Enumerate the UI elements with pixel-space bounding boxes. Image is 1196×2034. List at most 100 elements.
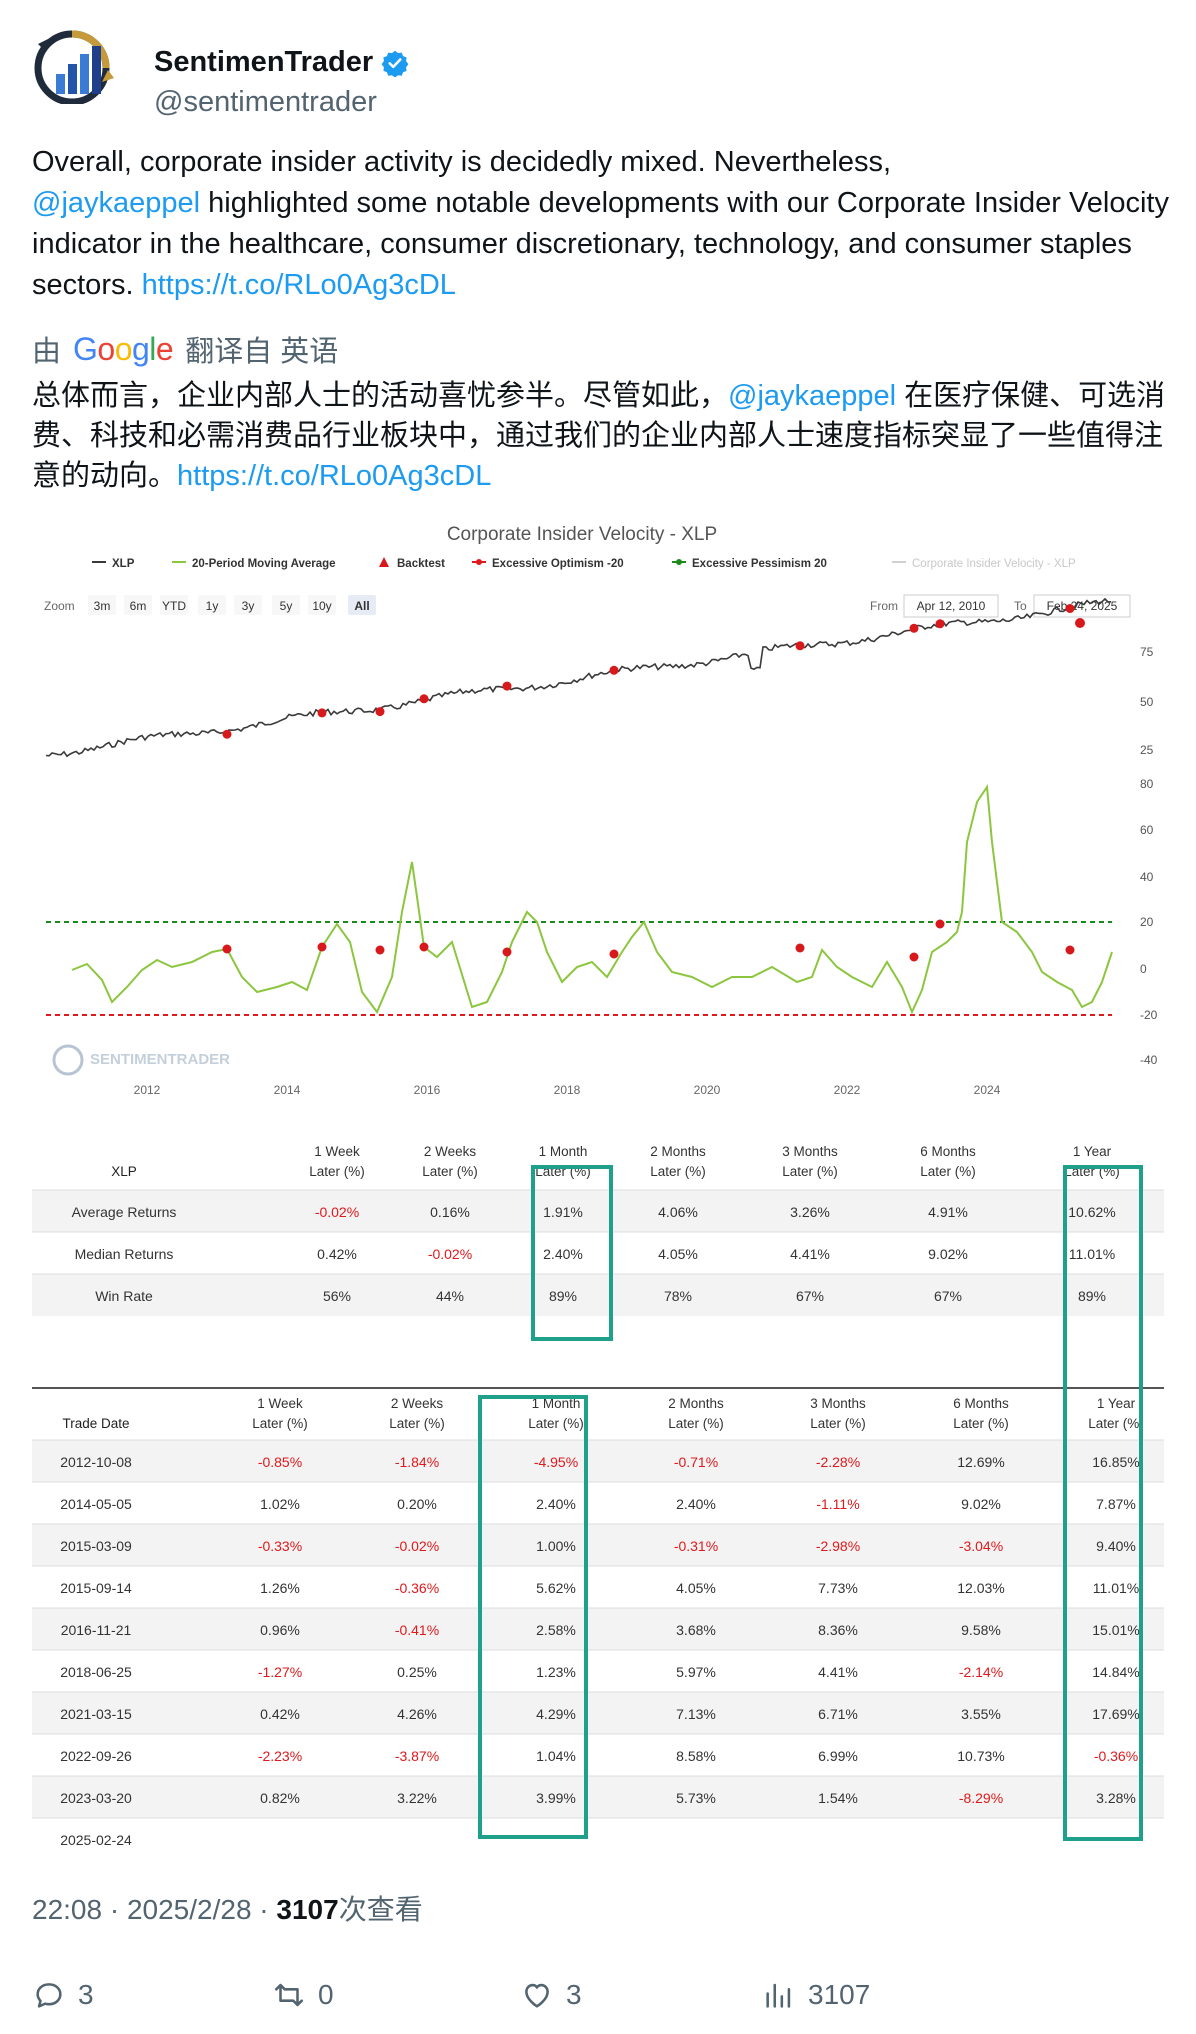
row-background: [32, 1692, 1164, 1734]
table-corner-header: Trade Date: [62, 1416, 129, 1431]
trade-table: Trade Date 1 Week Later (%) 2 Weeks Later (%…: [32, 1396, 1164, 1860]
tweet-text-part-2: highlighted some notable developments wi…: [32, 187, 1169, 301]
summary-cell: 78%: [664, 1288, 692, 1304]
legend-item[interactable]: XLP: [92, 558, 135, 570]
zoom-button-label: 3y: [242, 599, 255, 613]
table-header-line-1: 3 Months: [810, 1396, 866, 1411]
trade-cell: 15.01%: [1092, 1622, 1139, 1638]
tweet-timestamp[interactable]: 22:08 · 2025/2/28 ·: [32, 1894, 277, 1925]
summary-cell: 4.05%: [658, 1246, 698, 1262]
trade-cell: 6.71%: [818, 1706, 858, 1722]
reply-button[interactable]: 3: [32, 1978, 94, 2012]
zoom-label: Zoom: [44, 599, 75, 613]
legend-item[interactable]: Excessive Optimism -20: [472, 558, 624, 570]
backtest-point: [795, 641, 805, 651]
chart-title: Corporate Insider Velocity - XLP: [447, 524, 717, 545]
table-header-line-1: 1 Year: [1073, 1144, 1112, 1159]
views-count: 3107: [808, 1979, 871, 2010]
trade-cell: 5.62%: [536, 1580, 576, 1596]
tweet-image[interactable]: Corporate Insider Velocity - XLP XLP 20-P…: [32, 512, 1164, 1862]
zoom-button[interactable]: 3m: [88, 595, 116, 615]
table-header-line-2: Later (%): [1088, 1416, 1144, 1431]
zoom-button[interactable]: 10y: [308, 595, 336, 615]
summary-cell: 56%: [323, 1288, 351, 1304]
avatar[interactable]: [32, 24, 128, 106]
zoom-button-bg: [348, 595, 376, 615]
x-tick-label: 2024: [974, 1083, 1001, 1097]
legend-item[interactable]: Backtest: [379, 557, 445, 570]
trade-cell: 0.42%: [260, 1706, 300, 1722]
trade-date: 2014-05-05: [60, 1496, 132, 1512]
view-count: 3107: [276, 1894, 339, 1925]
trade-cell: -1.27%: [258, 1664, 302, 1680]
trade-cell: 3.28%: [1096, 1790, 1136, 1806]
trade-cell: 7.87%: [1096, 1496, 1136, 1512]
table-header-line-2: Later (%): [668, 1416, 724, 1431]
zoom-button-bg: [160, 595, 188, 615]
zoom-button[interactable]: 5y: [272, 595, 300, 615]
retweet-icon: [274, 1983, 304, 2007]
trade-cell: -3.04%: [959, 1538, 1003, 1554]
legend-marker: [476, 559, 482, 565]
reply-count: 3: [78, 1979, 94, 2010]
legend-item[interactable]: Excessive Pessimism 20: [672, 558, 827, 570]
highlight-1-month-summary: [531, 1165, 613, 1341]
trade-cell: -0.02%: [395, 1538, 439, 1554]
legend-item[interactable]: Corporate Insider Velocity - XLP: [892, 558, 1076, 570]
zoom-controls[interactable]: Zoom 3m 6m YTD 1y 3y 5y 10y All: [44, 595, 376, 615]
translated-mention-link[interactable]: @jaykaeppel: [728, 380, 897, 412]
backtest-point: [222, 729, 232, 739]
legend-label: Excessive Optimism -20: [492, 558, 624, 570]
table-header-line-1: 1 Week: [314, 1144, 360, 1159]
indicator-tick-label: -40: [1140, 1053, 1158, 1067]
trade-cell: 1.54%: [818, 1790, 858, 1806]
tweet-url-link[interactable]: https://t.co/RLo0Ag3cDL: [141, 269, 456, 301]
from-input[interactable]: [903, 594, 999, 618]
zoom-button[interactable]: All: [348, 595, 376, 615]
highlight-1-month-trades: [478, 1395, 588, 1839]
table-header-line-1: 1 Month: [532, 1396, 581, 1411]
legend-item[interactable]: 20-Period Moving Average: [172, 558, 336, 570]
trade-cell: -1.11%: [816, 1496, 859, 1512]
backtest-point: [1065, 604, 1075, 613]
backtest-point: [795, 943, 805, 953]
indicator-plot: 80 60 40 20 0 -20 -40: [46, 777, 1158, 1067]
trade-date: 2015-09-14: [60, 1580, 132, 1596]
trade-cell: 1.02%: [260, 1496, 300, 1512]
translated-text: 总体而言，企业内部人士的活动喜忧参半。尽管如此，@jaykaeppel 在医疗保…: [32, 376, 1172, 496]
summary-cell: 0.42%: [317, 1246, 357, 1262]
table-header-line-2: Later (%): [389, 1416, 445, 1431]
zoom-button[interactable]: YTD: [160, 595, 188, 615]
trade-cell: 0.20%: [397, 1496, 437, 1512]
trade-cell: 4.26%: [397, 1706, 437, 1722]
user-handle[interactable]: @sentimentrader: [154, 86, 377, 118]
translation-from[interactable]: 翻译自 英语: [185, 336, 339, 368]
zoom-button[interactable]: 1y: [198, 595, 226, 615]
translated-url-link[interactable]: https://t.co/RLo0Ag3cDL: [177, 460, 492, 492]
trade-cell: 4.05%: [676, 1580, 716, 1596]
zoom-button[interactable]: 3y: [234, 595, 262, 615]
trade-cell: 16.85%: [1092, 1454, 1139, 1470]
summary-cell: 4.91%: [928, 1204, 968, 1220]
highlight-boxes: [478, 1165, 1143, 1841]
backtest-point: [935, 919, 945, 929]
summary-cell: -0.02%: [315, 1204, 359, 1220]
summary-cell: 67%: [934, 1288, 962, 1304]
trade-cell: -3.87%: [395, 1748, 439, 1764]
x-tick-label: 2018: [554, 1083, 581, 1097]
backtest-point: [419, 942, 429, 952]
views-chart-icon: [766, 1983, 791, 2008]
zoom-button[interactable]: 6m: [124, 595, 152, 615]
views-button[interactable]: 3107: [762, 1978, 870, 2012]
tweet-text-part-1: Overall, corporate insider activity is d…: [32, 146, 892, 178]
trade-cell: 12.69%: [957, 1454, 1004, 1470]
like-button[interactable]: 3: [520, 1978, 582, 2012]
date-range[interactable]: From Apr 12, 2010 To Feb 24, 2025: [870, 594, 1131, 618]
action-bar: 3 0 3 3107: [32, 1978, 1162, 2018]
user-name[interactable]: SentimenTrader: [154, 46, 409, 79]
summary-cell: 89%: [1078, 1288, 1106, 1304]
from-label: From: [870, 599, 898, 613]
backtest-point: [909, 952, 919, 962]
mention-link[interactable]: @jaykaeppel: [32, 187, 201, 219]
retweet-button[interactable]: 0: [272, 1978, 334, 2012]
